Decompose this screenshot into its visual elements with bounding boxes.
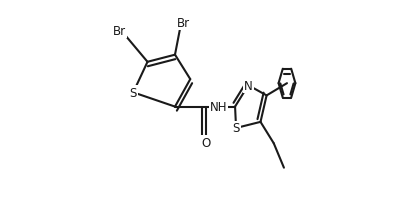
- Text: Br: Br: [112, 25, 126, 38]
- Text: N: N: [244, 79, 253, 92]
- Text: Br: Br: [177, 17, 190, 29]
- Text: NH: NH: [210, 101, 228, 114]
- Text: S: S: [129, 86, 137, 99]
- Text: S: S: [232, 122, 240, 135]
- Text: O: O: [201, 136, 210, 149]
